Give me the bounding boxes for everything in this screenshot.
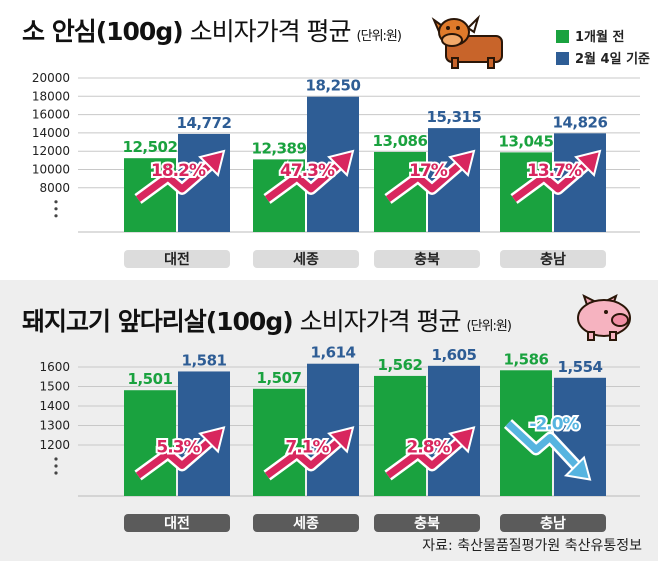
source-note: 자료: 축산물품질평가원 축산유통정보 bbox=[422, 538, 642, 554]
beef-unit-label: (단위:원) bbox=[356, 29, 402, 44]
pig-icon bbox=[577, 294, 631, 341]
beef-chart-title: 소 안심(100g) 소비자가격 평균 (단위:원) bbox=[22, 17, 402, 46]
beef-panel: 소 안심(100g) 소비자가격 평균 (단위:원) 1개월 전 2월 4일 기준 bbox=[0, 0, 658, 276]
legend-prev-swatch bbox=[556, 30, 569, 43]
pork-unit-label: (단위:원) bbox=[466, 319, 512, 334]
pork-chart-title: 돼지고기 앞다리살(100g) 소비자가격 평균 (단위:원) bbox=[22, 307, 512, 336]
legend-prev: 1개월 전 bbox=[556, 26, 624, 45]
legend-curr: 2월 4일 기준 bbox=[556, 48, 650, 67]
pork-panel: 돼지고기 앞다리살(100g) 소비자가격 평균 (단위:원) 자료: 축산물품질… bbox=[0, 280, 658, 561]
cow-icon bbox=[431, 14, 503, 69]
legend-curr-swatch bbox=[556, 52, 569, 65]
